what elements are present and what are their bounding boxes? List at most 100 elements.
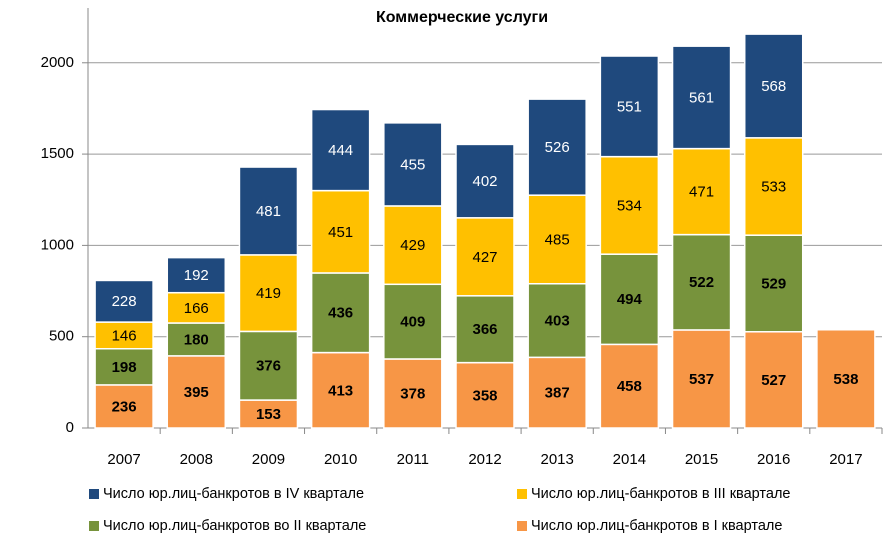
data-label: 485 [545,231,570,248]
data-label: 561 [689,89,714,106]
bar-segment [238,166,299,256]
x-tick-label: 2015 [685,451,718,468]
bar-segment [166,291,227,324]
legend-swatch [517,489,527,499]
bar-segment [816,329,876,429]
bar-segment [238,330,299,401]
data-label: 378 [400,385,425,402]
bar-segment [743,331,804,429]
bar-segment [671,329,732,429]
bar-segment [743,33,804,139]
legend-label: Число юр.лиц-банкротов в I квартале [531,518,782,534]
data-label: 534 [617,197,642,214]
bar-segment [310,272,371,354]
data-label: 455 [400,156,425,173]
bar-segment [455,217,515,297]
bar-segment [743,234,804,333]
data-label: 413 [328,382,353,399]
x-tick-label: 2008 [180,451,213,468]
data-label: 166 [184,300,209,317]
bar-segment [310,108,371,192]
legend-label: Число юр.лиц-банкротов во II квартале [103,518,366,534]
data-label: 403 [545,313,570,330]
x-tick-label: 2017 [829,451,862,468]
data-label: 529 [761,275,786,292]
bar-segment [310,189,371,274]
data-label: 533 [761,178,786,195]
bar-segment [527,282,587,359]
legend-swatch [89,521,99,531]
data-label: 198 [112,359,137,376]
y-tick-label: 500 [49,328,74,345]
x-tick-label: 2014 [613,451,646,468]
data-label: 146 [112,327,137,344]
bar-segment [743,137,804,236]
bar-segment [599,155,660,255]
bar-segment [166,256,227,294]
legend-swatch [517,521,527,531]
data-label: 395 [184,384,209,401]
data-label: 409 [400,314,425,331]
data-label: 192 [184,267,209,284]
data-label: 358 [472,387,497,404]
x-tick-label: 2010 [324,451,357,468]
bar-segment [166,355,227,429]
bar-segment [94,384,154,429]
data-label: 527 [761,372,786,389]
data-label: 538 [833,371,858,388]
bar-segment [383,122,443,207]
data-label: 419 [256,285,281,302]
data-label: 387 [545,385,570,402]
y-tick-label: 2000 [41,54,74,71]
data-label: 522 [689,274,714,291]
bar-segment [527,98,587,196]
bar-segment [527,356,587,429]
x-tick-label: 2007 [107,451,140,468]
bar-segment [455,143,515,219]
y-tick-label: 0 [66,419,74,436]
bar-segment [166,322,227,357]
bar-segment [671,233,732,331]
legend-swatch [89,489,99,499]
data-label: 444 [328,142,353,159]
chart-title: Коммерческие услуги [376,9,548,26]
bar-segment [238,399,299,429]
data-label: 458 [617,378,642,395]
bar-segment [94,279,154,323]
data-label: 376 [256,358,281,375]
bar-segment [671,147,732,236]
data-label: 228 [112,293,137,310]
y-tick-label: 1500 [41,145,74,162]
data-label: 451 [328,224,353,241]
x-tick-label: 2009 [252,451,285,468]
bar-segment [527,194,587,285]
data-label: 436 [328,305,353,322]
data-label: 471 [689,184,714,201]
x-tick-label: 2011 [397,451,429,468]
x-tick-label: 2012 [468,451,501,468]
data-label: 180 [184,331,209,348]
data-label: 153 [256,406,281,423]
data-label: 427 [472,249,497,266]
bar-segment [383,358,443,429]
data-label: 551 [617,98,642,115]
y-tick-label: 1000 [41,236,74,253]
data-label: 537 [689,371,714,388]
bar-segment [455,361,515,429]
legend-label: Число юр.лиц-банкротов в III квартале [531,486,790,502]
data-label: 526 [545,139,570,156]
bar-segment [599,55,660,158]
bar-segment [671,45,732,150]
bar-segment [238,254,299,333]
bar-segment [599,343,660,429]
data-label: 402 [472,173,497,190]
data-label: 236 [112,398,137,415]
data-label: 429 [400,237,425,254]
bar-segment [310,351,371,429]
data-label: 366 [472,321,497,338]
data-label: 481 [256,203,281,220]
x-tick-label: 2013 [540,451,573,468]
legend-label: Число юр.лиц-банкротов в IV квартале [103,486,364,502]
x-tick-label: 2016 [757,451,790,468]
